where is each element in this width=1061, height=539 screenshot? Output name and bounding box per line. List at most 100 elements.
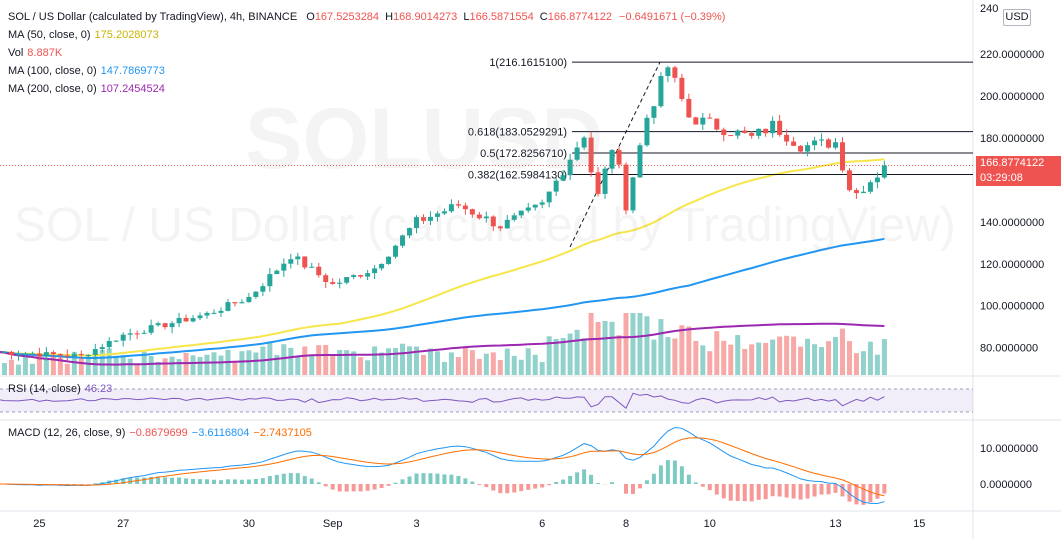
macd-histogram-bar: [267, 476, 272, 484]
volume-bar: [274, 354, 280, 375]
rsi-legend[interactable]: RSI (14, close) 46.23: [8, 380, 112, 398]
macd-histogram-bar: [630, 484, 635, 494]
candle-body: [64, 355, 70, 357]
candle-body: [78, 354, 84, 356]
macd-histogram-bar: [114, 479, 119, 484]
ma100-legend[interactable]: MA (100, close, 0) 147.7869773: [8, 62, 165, 80]
volume-bar: [295, 356, 301, 375]
macd-histogram-bar: [163, 477, 168, 484]
moving-averages: [0, 158, 885, 366]
volume-bar: [379, 352, 385, 375]
volume-bar: [400, 343, 406, 375]
bar-countdown: 03:29:08: [980, 172, 1023, 184]
macd-signal-line: [0, 437, 885, 497]
candle-body: [8, 351, 14, 355]
candle-body: [29, 353, 35, 355]
macd-histogram-bar: [309, 478, 314, 484]
macd-legend[interactable]: MACD (12, 26, close, 9) −0.8679699 −3.6116…: [8, 424, 312, 442]
candle-body: [36, 353, 42, 357]
macd-hist-value: −0.8679699: [129, 427, 188, 439]
candle-body: [155, 323, 161, 326]
candle-body: [567, 159, 573, 176]
volume-bar: [204, 354, 210, 375]
candle-body: [323, 275, 329, 283]
macd-histogram-bar: [79, 484, 84, 485]
candle-body: [490, 216, 496, 227]
time-tick-label: 25: [33, 518, 45, 530]
candle-body: [588, 137, 594, 173]
currency-button[interactable]: USD: [1003, 9, 1031, 26]
candle-body: [672, 67, 678, 78]
candle-body: [15, 354, 21, 356]
macd-line: [0, 426, 885, 505]
candle-body: [539, 202, 545, 205]
volume-bar: [826, 341, 832, 375]
volume-bar: [630, 313, 636, 375]
ma50-legend[interactable]: MA (50, close, 0) 175.2028073: [8, 26, 159, 44]
macd-histogram-bar: [637, 484, 642, 489]
candle-body: [602, 168, 608, 194]
volume-bar: [574, 329, 580, 375]
macd-histogram-bar: [295, 473, 300, 484]
volume-bar: [414, 346, 419, 375]
low-value: 166.5871554: [469, 11, 534, 23]
macd-histogram-bar: [128, 477, 133, 484]
volume-bar: [833, 337, 838, 375]
vol-legend[interactable]: Vol 8.887K: [8, 44, 62, 62]
time-tick-label: 13: [829, 518, 841, 530]
candle-body: [414, 217, 419, 229]
volume-bar: [853, 353, 859, 375]
candle-body: [469, 209, 475, 215]
volume-bar: [658, 319, 664, 375]
candle-body: [246, 296, 252, 303]
candle-body: [742, 130, 748, 134]
candle-body: [455, 204, 461, 206]
candle-body: [693, 117, 699, 125]
macd-histogram-bar: [812, 484, 817, 497]
macd-histogram-bar: [456, 475, 461, 484]
macd-histogram-bar: [679, 466, 684, 484]
volume-bar: [497, 360, 503, 375]
volume-bar: [36, 356, 42, 375]
candle-body: [679, 77, 685, 99]
candle-body: [874, 177, 880, 183]
candle-body: [330, 282, 336, 284]
volume-bar: [805, 338, 811, 375]
volume-bar: [511, 355, 517, 375]
candle-body: [595, 172, 601, 194]
ma200-legend[interactable]: MA (200, close, 0) 107.2454524: [8, 80, 165, 98]
macd-histogram-bar: [198, 479, 203, 484]
volume-bar: [50, 356, 56, 375]
rsi-label: RSI (14, close): [8, 383, 81, 395]
macd-histogram-bar: [700, 484, 705, 487]
volume-bar: [763, 342, 769, 375]
volume-bar: [616, 335, 622, 375]
macd-histogram-bar: [554, 482, 559, 484]
macd-histogram-bar: [170, 477, 175, 484]
candle-body: [623, 164, 629, 211]
volume-bar: [798, 346, 804, 375]
macd-histogram-bar: [610, 482, 615, 484]
macd-histogram-bar: [281, 473, 286, 484]
candle-body: [735, 130, 741, 136]
volume-bar: [693, 340, 699, 375]
candle-body: [218, 310, 224, 313]
rsi-pane: [0, 388, 973, 413]
volume-bar: [218, 355, 224, 375]
volume-bar: [567, 333, 573, 375]
volume-bar: [155, 361, 161, 375]
volume-bar: [595, 321, 601, 375]
volume-bar: [1, 363, 7, 375]
macd-histogram-bar: [777, 484, 782, 497]
macd-histogram-bar: [372, 484, 377, 490]
volume-bar: [71, 351, 77, 375]
macd-histogram-bar: [302, 476, 307, 484]
macd-histogram-bar: [819, 484, 824, 495]
volume-bar: [407, 346, 413, 375]
volume-bar: [8, 359, 14, 375]
macd-histogram-bar: [93, 483, 98, 484]
candle-body: [763, 128, 769, 134]
candle-body: [57, 354, 63, 356]
volume-bar: [469, 350, 475, 375]
